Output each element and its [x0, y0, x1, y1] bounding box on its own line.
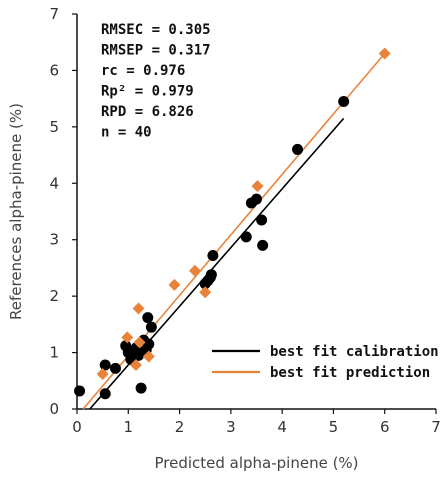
x-tick-label: 3 — [226, 418, 236, 436]
y-tick-label: 1 — [49, 344, 59, 362]
y-axis-label: References alpha-pinene (%) — [7, 103, 25, 320]
calibration-point — [133, 349, 145, 361]
x-tick-label: 4 — [277, 418, 287, 436]
x-tick-label: 2 — [175, 418, 185, 436]
calibration-point — [145, 321, 157, 333]
prediction-point — [133, 336, 146, 349]
y-ticks: 0 1 2 3 4 5 6 7 — [49, 5, 77, 418]
prediction-point — [142, 350, 155, 363]
calibration-point — [143, 338, 155, 350]
calibration-point — [135, 382, 147, 394]
stat-line: rc = 0.976 — [101, 63, 185, 79]
x-tick-label: 0 — [72, 418, 82, 436]
calibration-point — [257, 239, 269, 251]
prediction-point — [188, 264, 201, 277]
stat-line: RPD = 6.826 — [101, 104, 194, 120]
stat-line: n = 40 — [101, 125, 152, 141]
prediction-point — [96, 368, 109, 381]
stat-line: Rp² = 0.979 — [101, 84, 194, 100]
prediction-point — [199, 286, 212, 299]
y-tick-label: 2 — [49, 287, 59, 305]
prediction-point — [121, 331, 134, 344]
calibration-point — [338, 95, 350, 107]
prediction-point — [132, 302, 145, 315]
x-tick-label: 7 — [431, 418, 441, 436]
y-tick-label: 4 — [49, 174, 59, 192]
x-tick-label: 6 — [380, 418, 390, 436]
y-tick-label: 3 — [49, 231, 59, 249]
prediction-point — [251, 180, 264, 193]
calibration-point — [109, 362, 121, 374]
stat-line: RMSEC = 0.305 — [101, 22, 211, 38]
stats-annotation: RMSEC = 0.305 RMSEP = 0.317 rc = 0.976 Rp² … — [101, 22, 211, 141]
x-axis-label: Predicted alpha-pinene (%) — [154, 454, 358, 472]
calibration-point — [207, 250, 219, 262]
y-tick-label: 6 — [49, 61, 59, 79]
y-tick-label: 0 — [49, 400, 59, 418]
calibration-point — [142, 312, 154, 324]
calibration-point — [240, 231, 252, 243]
legend-label: best fit prediction — [270, 365, 430, 381]
x-ticks: 0 1 2 3 4 5 6 7 — [72, 409, 441, 436]
plot-area: 0 1 2 3 4 5 6 7 0 1 2 3 4 5 6 7 — [49, 5, 440, 436]
x-tick-label: 1 — [124, 418, 134, 436]
stat-line: RMSEP = 0.317 — [101, 43, 211, 59]
y-tick-label: 7 — [49, 5, 59, 23]
calibration-point — [74, 385, 86, 397]
prediction-point — [378, 47, 391, 60]
prediction-point — [129, 358, 142, 371]
legend-label: best fit calibration — [270, 344, 439, 360]
calibration-point — [251, 193, 262, 205]
legend: best fit calibration best fit prediction — [212, 344, 439, 381]
calibration-point — [205, 269, 217, 281]
prediction-point — [168, 278, 181, 291]
calibration-point — [256, 214, 268, 226]
x-tick-label: 5 — [329, 418, 339, 436]
calibration-point — [292, 143, 304, 155]
data-points — [74, 47, 391, 400]
calibration-point — [99, 359, 111, 371]
calibration-point — [99, 388, 111, 400]
y-tick-label: 5 — [49, 118, 59, 136]
